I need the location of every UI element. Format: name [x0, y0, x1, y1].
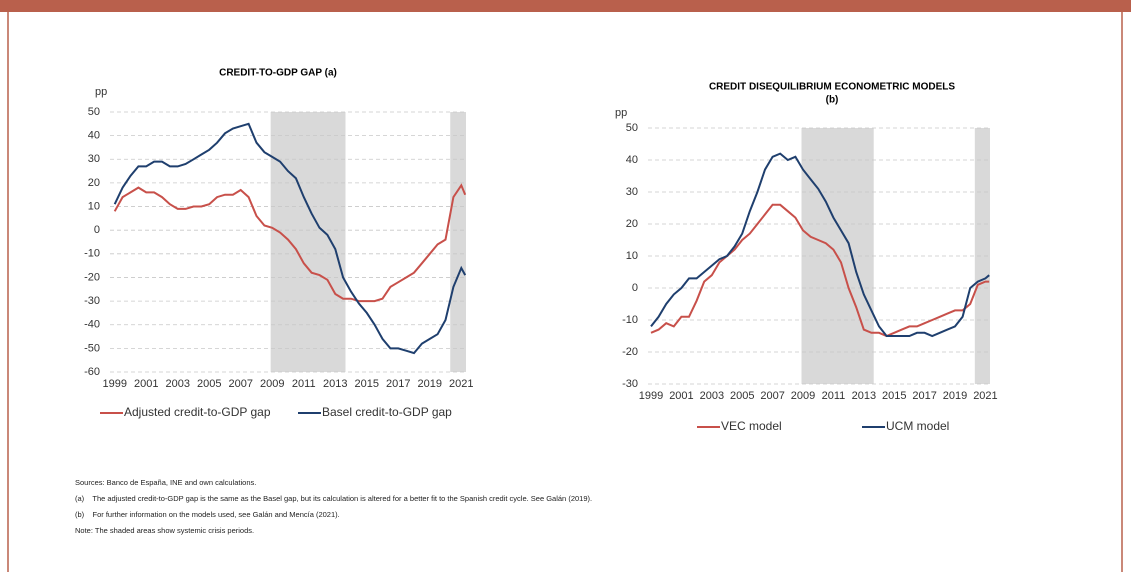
chart-title: CREDIT-TO-GDP GAP (a) — [219, 68, 337, 79]
y-tick-label: -30 — [84, 295, 100, 307]
x-tick-label: 2009 — [260, 378, 284, 390]
y-axis-label: pp — [615, 107, 627, 119]
x-tick-label: 2013 — [852, 390, 876, 402]
series-line — [113, 183, 467, 303]
top-bar — [0, 0, 1131, 12]
legend-label: Adjusted credit-to-GDP gap — [124, 405, 271, 419]
x-tick-label: 2005 — [197, 378, 221, 390]
y-tick-label: 10 — [626, 250, 638, 262]
y-tick-label: 0 — [632, 282, 638, 294]
x-tick-label: 2017 — [386, 378, 410, 390]
y-tick-label: 40 — [88, 130, 100, 142]
x-tick-label: 2015 — [355, 378, 379, 390]
x-tick-label: 2007 — [760, 390, 784, 402]
y-tick-label: 30 — [88, 153, 100, 165]
y-axis-label: pp — [95, 86, 107, 98]
x-tick-label: 2021 — [973, 390, 997, 402]
y-tick-label: -60 — [84, 366, 100, 378]
x-tick-label: 2017 — [912, 390, 936, 402]
x-tick-label: 2009 — [791, 390, 815, 402]
y-tick-label: 30 — [626, 186, 638, 198]
x-tick-label: 2007 — [229, 378, 253, 390]
footnote: Note: The shaded areas show systemic cri… — [75, 526, 254, 535]
x-tick-label: 2019 — [943, 390, 967, 402]
y-tick-label: -40 — [84, 319, 100, 331]
x-tick-label: 2003 — [700, 390, 724, 402]
x-tick-label: 2013 — [323, 378, 347, 390]
series-line — [113, 122, 467, 355]
footnote: (a) The adjusted credit-to-GDP gap is th… — [75, 494, 592, 503]
y-tick-label: -20 — [622, 346, 638, 358]
legend-label: UCM model — [886, 419, 949, 433]
x-tick-label: 1999 — [102, 378, 126, 390]
y-tick-label: -50 — [84, 342, 100, 354]
y-tick-label: -30 — [622, 378, 638, 390]
x-tick-label: 1999 — [639, 390, 663, 402]
x-tick-label: 2011 — [822, 390, 846, 402]
chart-title: CREDIT DISEQUILIBRIUM ECONOMETRIC MODELS — [709, 82, 955, 93]
x-tick-label: 2001 — [669, 390, 693, 402]
x-tick-label: 2011 — [292, 378, 316, 390]
y-tick-label: -10 — [622, 314, 638, 326]
series-line — [650, 203, 990, 338]
x-tick-label: 2019 — [418, 378, 442, 390]
crisis-shade — [270, 112, 346, 372]
x-tick-label: 2021 — [449, 378, 473, 390]
legend-label: VEC model — [721, 419, 782, 433]
y-tick-label: 50 — [88, 106, 100, 118]
y-tick-label: 0 — [94, 224, 100, 236]
series-line — [650, 152, 990, 338]
y-tick-label: 10 — [88, 200, 100, 212]
y-tick-label: 20 — [626, 218, 638, 230]
x-tick-label: 2005 — [730, 390, 754, 402]
footnote: Sources: Banco de España, INE and own ca… — [75, 478, 256, 487]
legend-label: Basel credit-to-GDP gap — [322, 405, 452, 419]
y-tick-label: 40 — [626, 154, 638, 166]
y-tick-label: 20 — [88, 177, 100, 189]
x-tick-label: 2001 — [134, 378, 158, 390]
y-tick-label: -10 — [84, 248, 100, 260]
x-tick-label: 2015 — [882, 390, 906, 402]
x-tick-label: 2003 — [165, 378, 189, 390]
crisis-shade — [450, 112, 466, 372]
y-tick-label: 50 — [626, 122, 638, 134]
chart-subtitle: (b) — [826, 95, 839, 106]
footnote: (b) For further information on the model… — [75, 510, 340, 519]
y-tick-label: -20 — [84, 271, 100, 283]
